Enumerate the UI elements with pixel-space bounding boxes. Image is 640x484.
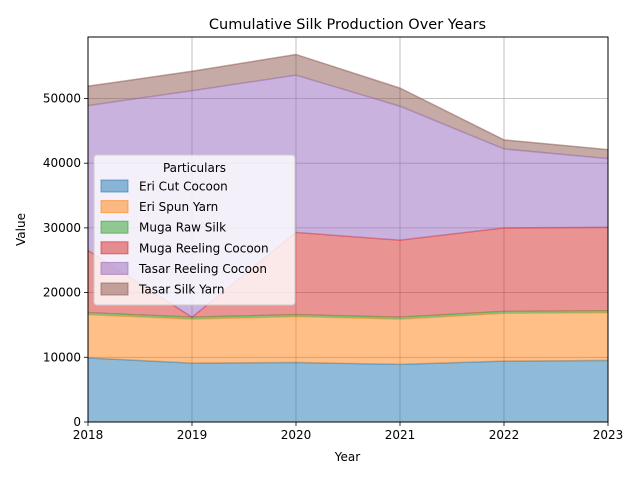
- y-tick-label-1: 10000: [43, 350, 81, 364]
- legend-swatch-5: [100, 282, 129, 296]
- legend-swatch-2: [100, 220, 129, 234]
- area-series-0: [88, 357, 608, 422]
- legend-label-4: Tasar Reeling Cocoon: [138, 262, 267, 276]
- legend-label-2: Muga Raw Silk: [139, 221, 226, 235]
- legend-box: [93, 154, 296, 306]
- chart-title: Cumulative Silk Production Over Years: [209, 17, 486, 33]
- y-tick-label-5: 50000: [43, 91, 81, 105]
- legend-title: Particulars: [163, 161, 226, 175]
- y-tick-label-4: 40000: [43, 156, 81, 170]
- legend-label-3: Muga Reeling Cocoon: [139, 241, 269, 255]
- y-axis-ticks: 0 10000 20000 30000 40000 50000: [43, 91, 88, 429]
- x-tick-label-5: 2023: [593, 428, 624, 442]
- legend-label-1: Eri Spun Yarn: [139, 200, 218, 214]
- y-tick-label-3: 30000: [43, 221, 81, 235]
- x-tick-label-2: 2020: [281, 428, 312, 442]
- legend-label-0: Eri Cut Cocoon: [139, 180, 228, 194]
- area-series-1: [88, 312, 608, 365]
- legend-items: Eri Cut Cocoon Eri Spun Yarn Muga Raw Silk…: [100, 179, 269, 297]
- x-tick-label-1: 2019: [177, 428, 208, 442]
- y-tick-label-0: 0: [73, 415, 81, 429]
- legend-swatch-4: [100, 261, 129, 275]
- x-tick-label-4: 2022: [489, 428, 520, 442]
- y-tick-label-2: 20000: [43, 286, 81, 300]
- legend-swatch-3: [100, 241, 129, 255]
- y-axis-label: Value: [14, 213, 28, 246]
- x-axis-ticks: 2018 2019 2020 2021 2022 2023: [73, 422, 624, 442]
- legend-swatch-1: [100, 200, 129, 214]
- x-axis-label: Year: [334, 450, 360, 464]
- legend: Particulars Eri Cut Cocoon Eri Spun Yarn M…: [93, 154, 296, 306]
- area-series-5: [88, 54, 608, 159]
- legend-swatch-0: [100, 179, 129, 193]
- area-series-3: [88, 227, 608, 318]
- area-edge-series-5: [87, 53, 609, 151]
- x-tick-label-3: 2021: [385, 428, 416, 442]
- axes-frame: [87, 36, 609, 423]
- legend-label-5: Tasar Silk Yarn: [138, 283, 224, 297]
- x-tick-label-0: 2018: [73, 428, 104, 442]
